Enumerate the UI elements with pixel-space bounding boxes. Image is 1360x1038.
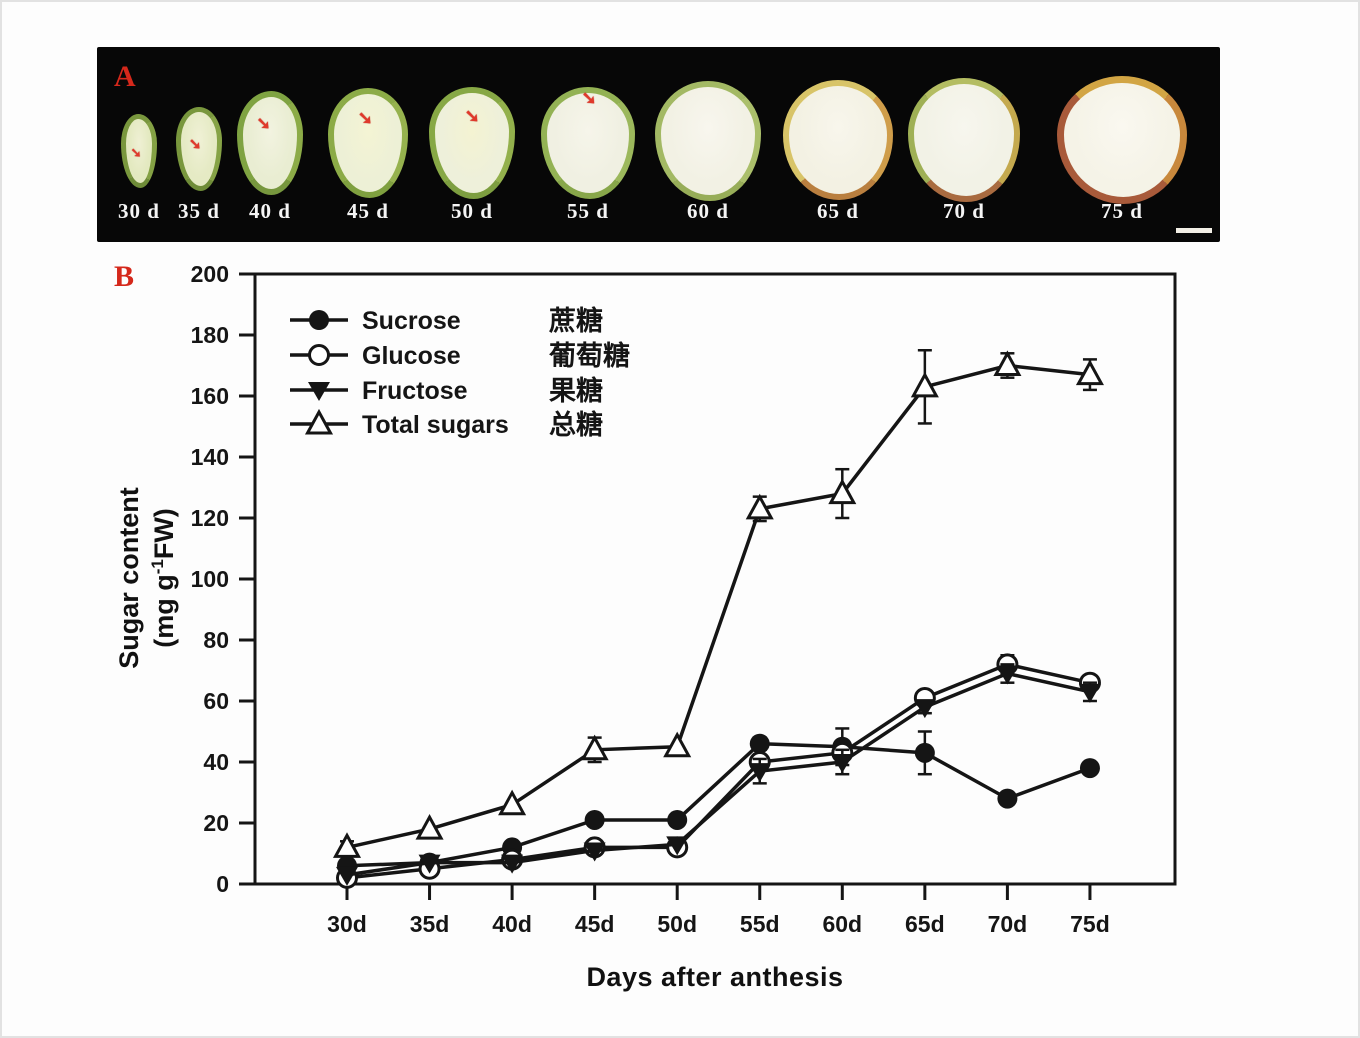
fruit-cross-section-40d: ➘	[237, 91, 303, 195]
fruit-day-label: 30 d	[118, 199, 160, 223]
x-tick-label: 65d	[905, 911, 945, 937]
fruit-cross-section-35d: ➘	[176, 107, 222, 191]
series-line-total-sugars	[346, 363, 1091, 850]
legend-label-fructose: Fructose	[362, 377, 468, 405]
panel-a-photo-strip: A ➘ 30 d ➘ 35 d ➘ 40 d ➘ 45 d ➘ 50 d ➘ 55 d 60 d 65 d…	[97, 47, 1220, 242]
series-line-glucose	[346, 662, 1091, 880]
marker-filled-circle	[584, 809, 605, 830]
marker-filled-triangle-down	[748, 763, 771, 783]
y-tick-label: 120	[191, 505, 229, 531]
legend-label-zh-sucrose: 蔗糖	[549, 305, 603, 336]
fruit-day-label: 70 d	[943, 199, 985, 223]
x-tick-label: 40d	[492, 911, 532, 937]
legend-label-zh-fructose: 果糖	[549, 375, 603, 406]
y-tick-label: 20	[203, 810, 229, 836]
marker-filled-circle	[667, 809, 688, 830]
y-tick-label: 0	[216, 871, 229, 897]
sugar-content-chart: 0 20 40 60 80 100 120 140 160 180 200 30d 35d 40d 45d 5…	[191, 261, 1177, 937]
marker-filled-circle	[997, 788, 1018, 809]
x-tick-label: 75d	[1070, 911, 1110, 937]
marker-filled-triangle-down	[996, 665, 1019, 685]
series-line-fructose	[346, 671, 1091, 877]
marker-open-triangle-up	[304, 408, 334, 435]
x-tick-label: 35d	[410, 911, 450, 937]
marker-filled-triangle-down	[913, 699, 936, 719]
fruit-cross-section-30d: ➘	[121, 114, 157, 188]
panel-b-label: B	[114, 260, 135, 293]
fruit-cross-section-70d	[908, 78, 1020, 202]
marker-open-triangle-up	[415, 813, 444, 840]
marker-filled-triangle-down	[831, 754, 854, 773]
red-arrow-icon: ➘	[357, 107, 373, 128]
x-tick-label: 55d	[740, 911, 780, 937]
marker-open-circle	[308, 344, 330, 366]
marker-open-triangle-up	[910, 371, 939, 398]
marker-open-triangle-up	[828, 478, 857, 505]
y-tick-label: 180	[191, 322, 229, 348]
red-arrow-icon: ➘	[464, 106, 480, 126]
fruit-cross-section-75d	[1057, 76, 1187, 204]
marker-filled-circle	[309, 310, 329, 330]
legend-label-zh-total-sugars: 总糖	[549, 409, 603, 440]
legend-label-total-sugars: Total sugars	[362, 411, 509, 439]
marker-open-triangle-up	[745, 493, 774, 520]
fruit-day-label: 40 d	[249, 199, 291, 223]
fruit-cross-section-55d: ➘	[541, 87, 635, 199]
marker-filled-triangle-down	[583, 842, 606, 862]
marker-filled-circle	[914, 742, 935, 763]
y-tick-label: 100	[191, 566, 229, 592]
scale-bar	[1176, 228, 1212, 233]
marker-filled-triangle-down	[308, 382, 330, 401]
marker-open-triangle-up	[663, 731, 692, 758]
fruit-day-label: 45 d	[347, 199, 389, 223]
marker-filled-triangle-down	[666, 836, 689, 856]
fruit-day-label: 35 d	[178, 199, 220, 223]
fruit-cross-section-65d	[783, 80, 893, 200]
y-tick-label: 60	[203, 688, 229, 714]
x-tick-label: 70d	[988, 911, 1028, 937]
legend-label-glucose: Glucose	[362, 342, 461, 370]
y-tick-label: 140	[191, 444, 229, 470]
marker-filled-circle	[749, 733, 770, 754]
x-tick-label: 50d	[657, 911, 697, 937]
fruit-cross-section-45d: ➘	[328, 88, 408, 198]
fruit-day-label: 75 d	[1101, 199, 1143, 223]
legend-label-sucrose: Sucrose	[362, 307, 461, 335]
x-axis-title: Days after anthesis	[586, 962, 844, 992]
marker-filled-triangle-down	[336, 866, 358, 886]
red-arrow-icon: ➘	[188, 136, 202, 154]
series-line-sucrose	[346, 741, 1091, 868]
fruit-day-label: 55 d	[567, 199, 609, 223]
fruit-day-label: 65 d	[817, 199, 859, 223]
panel-a-label: A	[114, 60, 136, 93]
red-arrow-icon: ➘	[256, 114, 271, 134]
marker-filled-triangle-down	[501, 854, 524, 874]
y-tick-label: 200	[191, 261, 229, 287]
y-tick-label: 80	[203, 627, 229, 653]
marker-open-triangle-up	[580, 734, 609, 761]
x-tick-label: 60d	[822, 911, 862, 937]
x-tick-label: 45d	[575, 911, 615, 937]
marker-open-triangle-up	[1075, 359, 1104, 386]
fruit-day-label: 50 d	[451, 199, 493, 223]
red-arrow-icon: ➘	[130, 144, 142, 160]
marker-filled-circle	[1079, 758, 1100, 779]
y-tick-label: 160	[191, 383, 229, 409]
legend-label-zh-glucose: 葡萄糖	[549, 340, 630, 371]
red-arrow-icon: ➘	[581, 88, 597, 108]
fruit-day-label: 60 d	[687, 199, 729, 223]
y-tick-label: 40	[203, 749, 229, 775]
fruit-cross-section-60d	[655, 81, 761, 201]
fruit-cross-section-50d: ➘	[429, 87, 515, 199]
marker-open-triangle-up	[993, 350, 1022, 376]
marker-filled-triangle-down	[418, 854, 441, 874]
marker-filled-triangle-down	[1078, 683, 1101, 703]
marker-open-triangle-up	[498, 789, 527, 816]
x-tick-label: 30d	[327, 911, 367, 937]
